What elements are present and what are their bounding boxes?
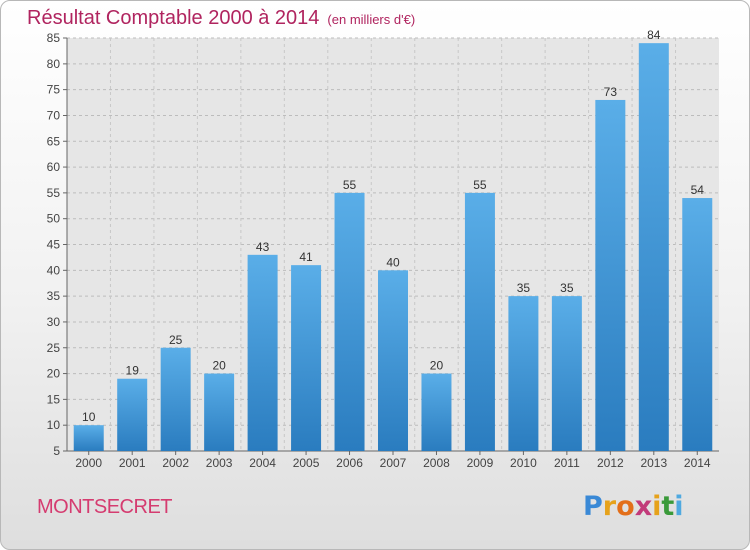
y-tick-label: 65 [47, 134, 61, 148]
y-tick-label: 70 [47, 108, 61, 122]
bar-2003 [204, 373, 235, 451]
y-tick-label: 60 [47, 160, 61, 174]
x-tick-label: 2010 [510, 456, 537, 470]
x-tick-label: 2013 [640, 456, 667, 470]
y-tick-label: 15 [47, 392, 61, 406]
x-tick-label: 2005 [293, 456, 320, 470]
bar-2005 [291, 265, 322, 451]
x-tick-label: 2003 [206, 456, 233, 470]
x-tick-label: 2004 [249, 456, 276, 470]
logo-letter: t [661, 491, 675, 522]
x-tick-label: 2006 [336, 456, 363, 470]
bar-value-label: 35 [560, 281, 574, 295]
bar-value-label: 35 [517, 281, 531, 295]
y-tick-label: 40 [47, 263, 61, 277]
bar-2009 [464, 192, 495, 451]
y-tick-label: 10 [47, 418, 61, 432]
bar-value-label: 54 [691, 183, 705, 197]
bar-value-label: 84 [647, 28, 661, 42]
bar-2011 [551, 296, 582, 451]
chart-title-text: Résultat Comptable 2000 à 2014 [27, 7, 320, 29]
town-name: MONTSECRET [37, 496, 173, 518]
x-tick-label: 2014 [684, 456, 711, 470]
logo-letter: r [602, 491, 617, 522]
logo-letter: i [674, 491, 684, 522]
bar-value-label: 25 [169, 333, 183, 347]
bar-value-label: 40 [386, 255, 400, 269]
bar-2006 [334, 192, 365, 451]
x-tick-label: 2001 [119, 456, 146, 470]
bar-2012 [595, 99, 626, 451]
bar-value-label: 73 [604, 85, 618, 99]
bar-value-label: 55 [343, 178, 357, 192]
bar-2001 [117, 378, 148, 451]
y-tick-label: 30 [47, 315, 61, 329]
chart-subtitle: (en milliers d'€) [327, 12, 416, 27]
bar-value-label: 20 [430, 359, 444, 373]
y-tick-label: 85 [47, 31, 61, 45]
bar-2014 [682, 198, 713, 451]
proxiti-logo: Proxiti [583, 491, 684, 522]
bar-2004 [247, 254, 278, 451]
x-tick-label: 2002 [162, 456, 189, 470]
bar-2010 [508, 296, 539, 451]
y-tick-label: 5 [53, 444, 60, 458]
bar-2007 [378, 270, 408, 451]
x-tick-label: 2007 [380, 456, 407, 470]
x-tick-label: 2000 [75, 456, 102, 470]
y-tick-label: 80 [47, 57, 61, 71]
y-tick-label: 20 [47, 367, 61, 381]
logo-letter: x [634, 491, 653, 522]
bar-value-label: 55 [473, 178, 487, 192]
bar-2013 [638, 43, 669, 451]
y-tick-label: 75 [47, 83, 61, 97]
y-tick-label: 25 [47, 341, 61, 355]
x-tick-label: 2011 [554, 456, 580, 470]
bar-value-label: 20 [212, 359, 226, 373]
x-tick-label: 2012 [597, 456, 624, 470]
y-tick-label: 50 [47, 212, 61, 226]
bar-value-label: 43 [256, 240, 270, 254]
y-tick-label: 55 [47, 186, 61, 200]
bar-2000 [73, 425, 104, 451]
bar-value-label: 41 [299, 250, 313, 264]
y-tick-label: 45 [47, 238, 61, 252]
bar-value-label: 10 [82, 410, 96, 424]
bar-2002 [160, 347, 191, 451]
logo-letter: P [583, 491, 603, 522]
x-tick-label: 2008 [423, 456, 450, 470]
bar-2008 [421, 373, 452, 451]
logo-letter: i [652, 491, 662, 522]
y-tick-label: 35 [47, 289, 61, 303]
chart-title: Résultat Comptable 2000 à 2014 (en millie… [27, 7, 415, 30]
logo-letter: o [616, 491, 635, 522]
x-tick-label: 2009 [467, 456, 494, 470]
bar-value-label: 19 [126, 364, 140, 378]
